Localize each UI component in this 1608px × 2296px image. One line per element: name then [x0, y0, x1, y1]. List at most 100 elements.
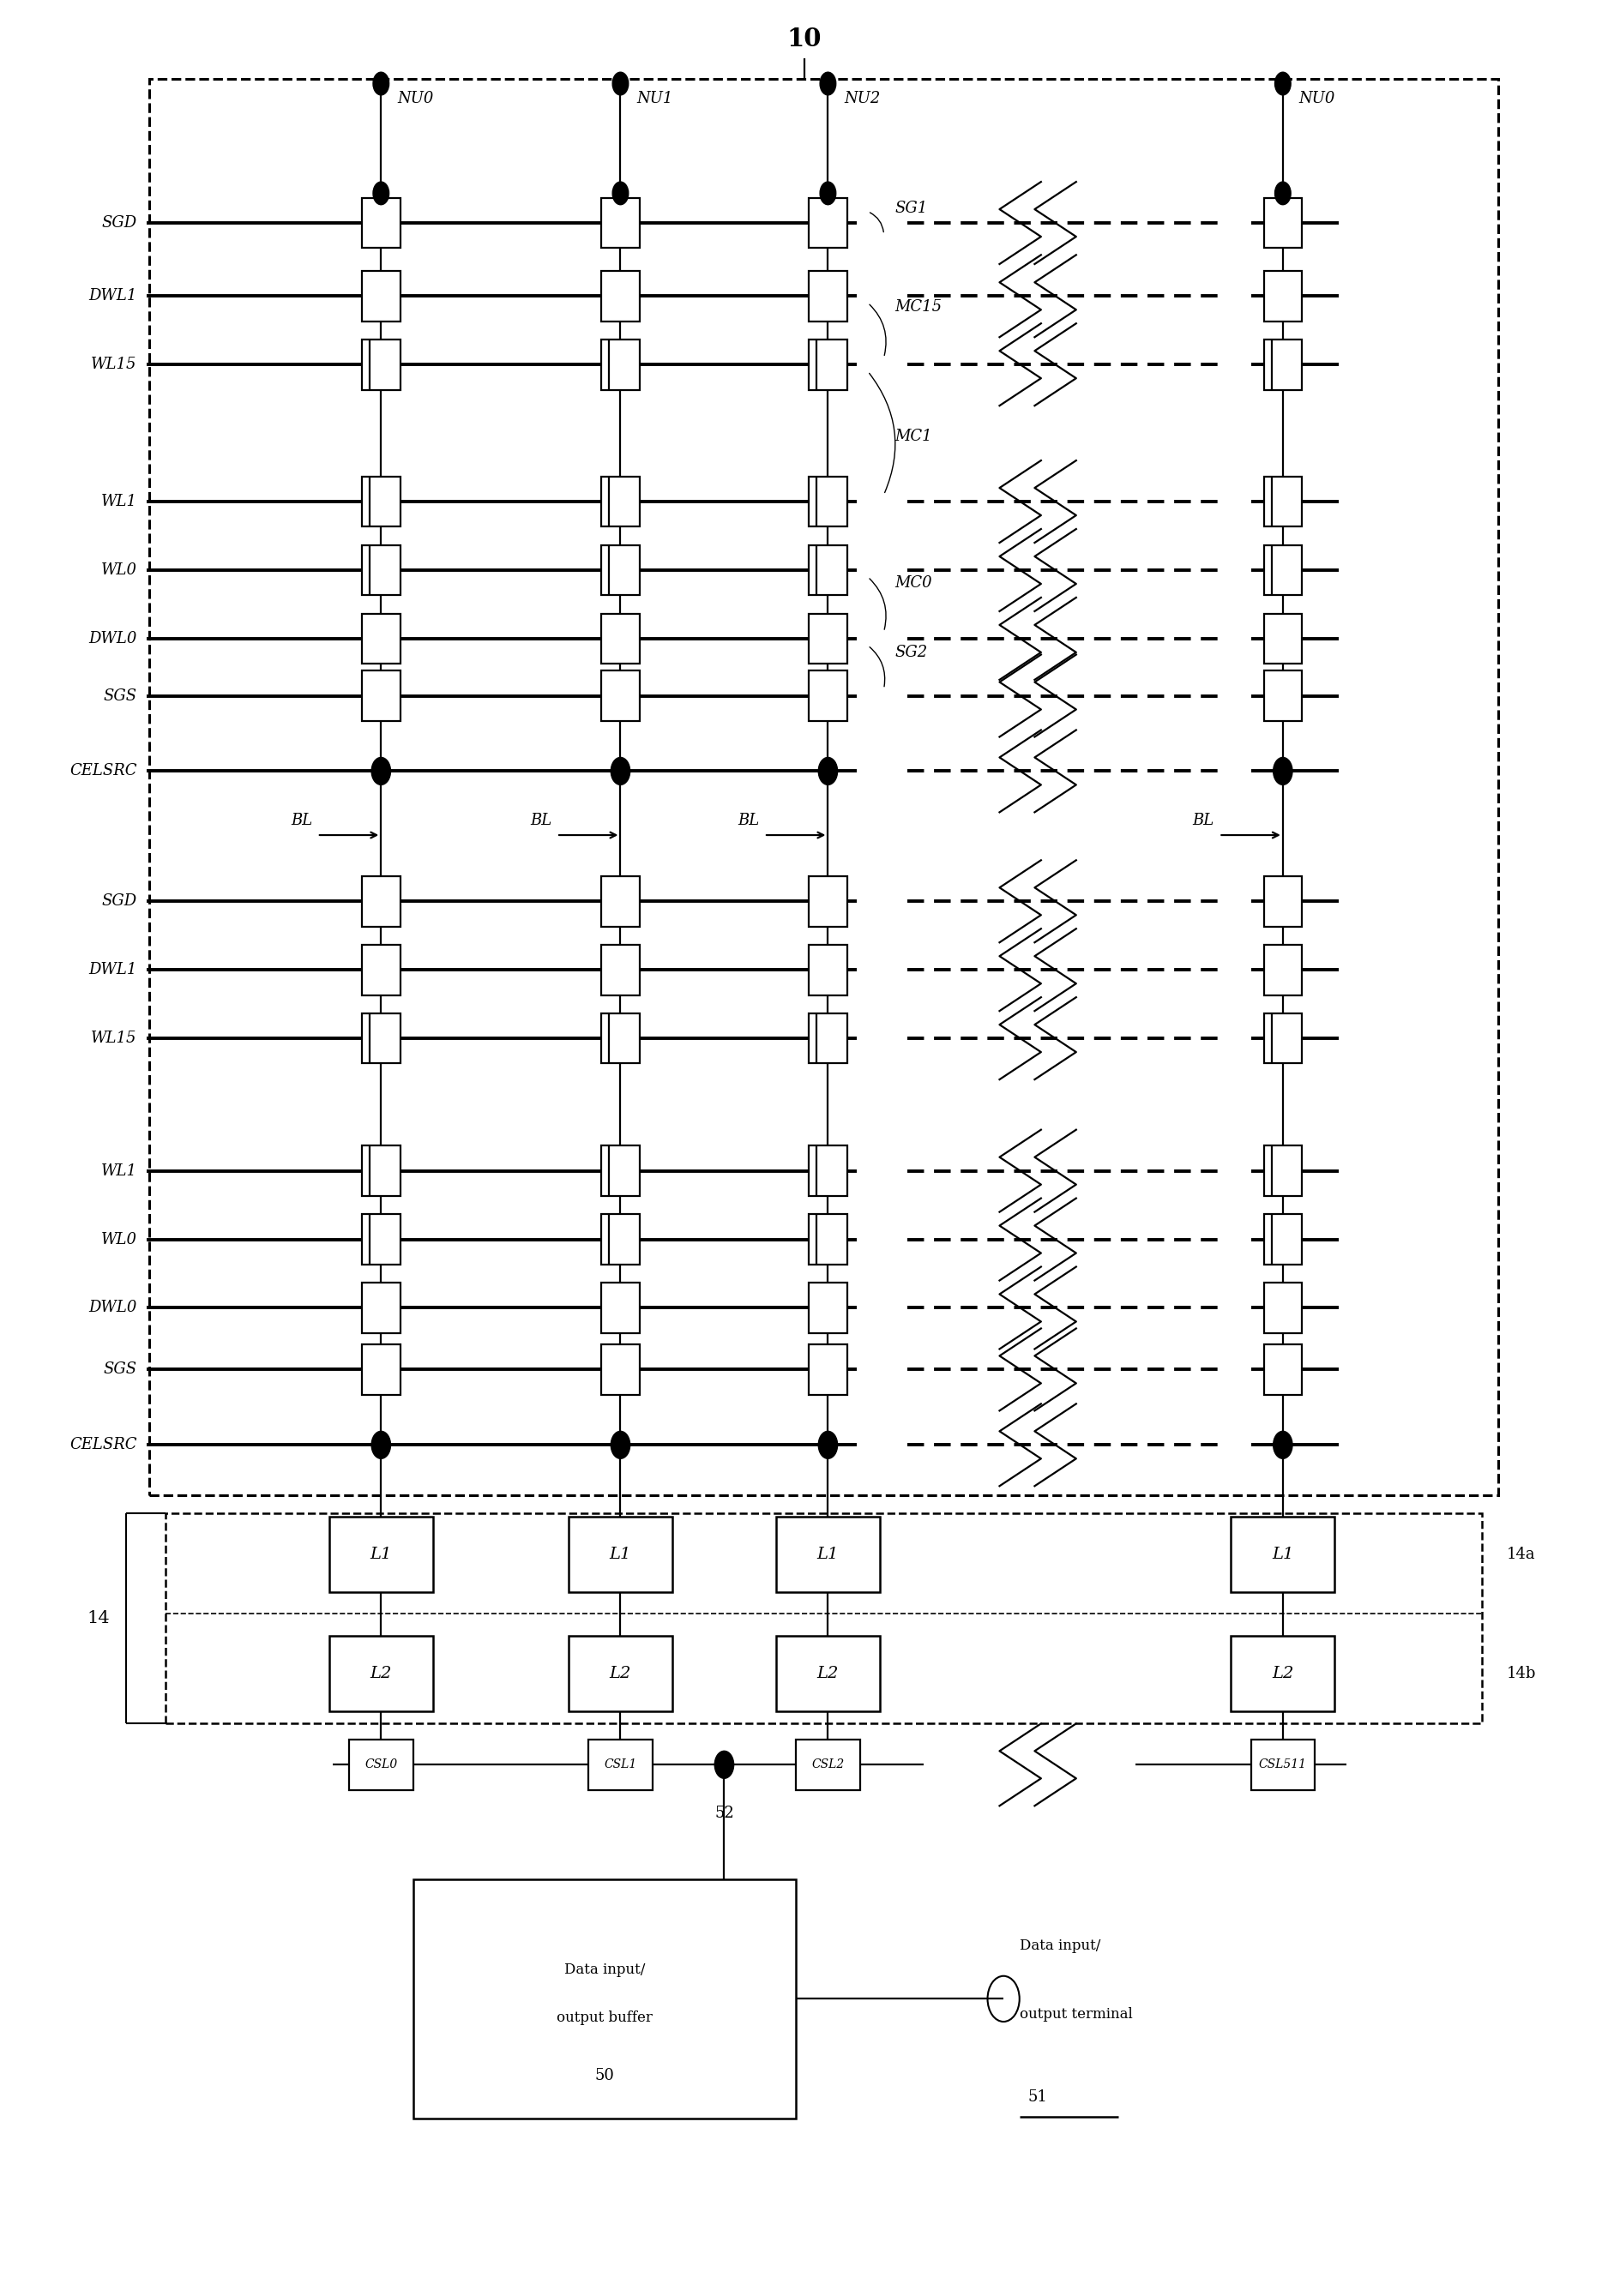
Text: SGS: SGS [103, 1362, 137, 1378]
Bar [601, 478, 640, 526]
Bar [809, 1215, 847, 1265]
Text: NU0: NU0 [1299, 90, 1335, 106]
Bar [809, 877, 847, 928]
Bar [1264, 197, 1302, 248]
Bar [1264, 1215, 1302, 1265]
Circle shape [1275, 181, 1291, 204]
Bar [362, 197, 400, 248]
Bar [150, 78, 1499, 1495]
Circle shape [820, 181, 836, 204]
Bar [330, 1635, 433, 1711]
Bar [1264, 670, 1302, 721]
Circle shape [1275, 71, 1291, 94]
Bar [601, 944, 640, 994]
Text: SG2: SG2 [896, 645, 928, 661]
Bar [601, 670, 640, 721]
Bar [601, 197, 640, 248]
Text: BL: BL [531, 813, 552, 829]
Bar [362, 340, 400, 390]
Text: SG1: SG1 [896, 200, 928, 216]
Bar [809, 544, 847, 595]
Bar [362, 1283, 400, 1334]
Text: BL: BL [291, 813, 312, 829]
Circle shape [613, 71, 629, 94]
Bar [330, 1518, 433, 1591]
Bar [1264, 271, 1302, 321]
Bar [796, 1740, 860, 1791]
Bar [809, 613, 847, 664]
Text: DWL0: DWL0 [88, 631, 137, 647]
Bar [601, 1345, 640, 1394]
Text: 51: 51 [1028, 2089, 1047, 2105]
Text: L2: L2 [370, 1665, 392, 1681]
Bar [809, 670, 847, 721]
Text: NU0: NU0 [397, 90, 433, 106]
Text: 14a: 14a [1507, 1548, 1536, 1561]
Circle shape [818, 758, 838, 785]
Text: MC15: MC15 [896, 298, 942, 315]
Bar [1264, 613, 1302, 664]
Bar [362, 613, 400, 664]
Text: 10: 10 [786, 28, 822, 51]
Bar [809, 478, 847, 526]
Bar [601, 613, 640, 664]
Bar [601, 1283, 640, 1334]
Bar [601, 271, 640, 321]
Text: 14b: 14b [1507, 1665, 1536, 1681]
Bar [1232, 1518, 1335, 1591]
Bar [1264, 478, 1302, 526]
Text: WL0: WL0 [101, 563, 137, 579]
Bar [1264, 1013, 1302, 1063]
Circle shape [611, 758, 630, 785]
Circle shape [613, 181, 629, 204]
Bar [362, 478, 400, 526]
Text: NU1: NU1 [637, 90, 672, 106]
Text: WL15: WL15 [92, 1031, 137, 1047]
Bar [362, 1146, 400, 1196]
Text: 14: 14 [87, 1609, 109, 1626]
Text: MC1: MC1 [896, 429, 933, 445]
Bar [589, 1740, 653, 1791]
Text: BL: BL [738, 813, 759, 829]
Bar [362, 1215, 400, 1265]
Text: CSL1: CSL1 [605, 1759, 637, 1770]
Text: CSL0: CSL0 [365, 1759, 397, 1770]
Bar [1251, 1740, 1315, 1791]
Bar [362, 544, 400, 595]
Text: L2: L2 [817, 1665, 839, 1681]
Circle shape [818, 1430, 838, 1458]
Text: DWL1: DWL1 [88, 962, 137, 978]
Circle shape [611, 1430, 630, 1458]
Circle shape [373, 181, 389, 204]
Bar [601, 1013, 640, 1063]
Bar [1264, 944, 1302, 994]
Bar [1264, 877, 1302, 928]
Circle shape [1274, 758, 1293, 785]
Bar [1264, 1146, 1302, 1196]
Text: L2: L2 [1272, 1665, 1294, 1681]
Text: WL1: WL1 [101, 1164, 137, 1178]
Bar [809, 197, 847, 248]
Text: 50: 50 [595, 2069, 614, 2082]
Bar [1232, 1635, 1335, 1711]
Text: L1: L1 [370, 1548, 392, 1561]
Text: L1: L1 [817, 1548, 839, 1561]
Bar [362, 944, 400, 994]
Text: output terminal: output terminal [1019, 2007, 1132, 2023]
Text: WL1: WL1 [101, 494, 137, 510]
Text: BL: BL [1193, 813, 1214, 829]
Bar [1264, 544, 1302, 595]
Text: L2: L2 [609, 1665, 632, 1681]
Bar [809, 271, 847, 321]
Text: MC0: MC0 [896, 576, 933, 590]
Circle shape [1274, 1430, 1293, 1458]
Text: CSL2: CSL2 [812, 1759, 844, 1770]
Text: L1: L1 [1272, 1548, 1294, 1561]
Bar [362, 1345, 400, 1394]
Bar [809, 1013, 847, 1063]
Text: output buffer: output buffer [556, 2011, 653, 2025]
Bar [809, 944, 847, 994]
Bar [569, 1518, 672, 1591]
Bar [601, 1146, 640, 1196]
Bar [601, 544, 640, 595]
